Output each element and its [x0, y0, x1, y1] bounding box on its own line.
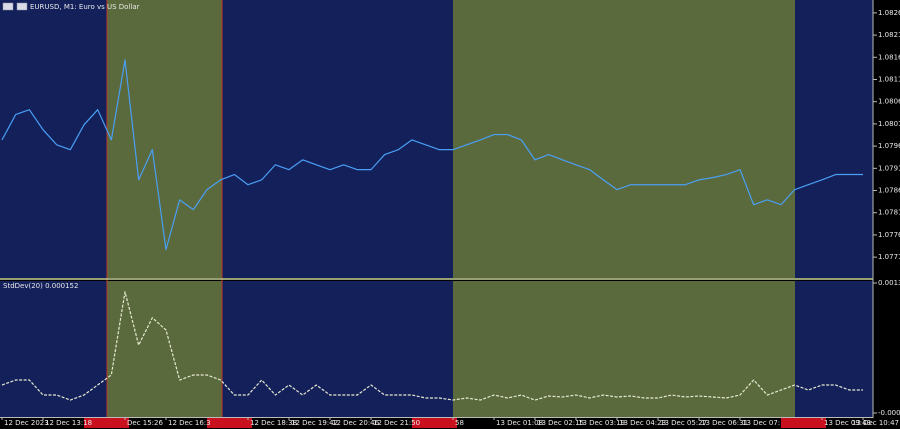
x-tick-label: 12 Dec 20:46 — [332, 419, 380, 427]
x-tick-label: 13 Dec 05:27 — [660, 419, 707, 427]
y-tick-label: 1.08010 — [878, 120, 900, 128]
y-tick-label: 1.07760 — [878, 231, 900, 239]
x-tick-label: 13 Dec 02:15 — [537, 419, 584, 427]
y-tick-label: 1.08110 — [878, 75, 900, 83]
y-tick-label: 1.07860 — [878, 187, 900, 195]
timeframe-icon — [16, 2, 28, 11]
y-tick-label: 1.07710 — [878, 253, 900, 261]
y-tick-label: -0.000115 — [878, 409, 900, 417]
y-tick-label: 1.07910 — [878, 164, 900, 172]
session-highlight — [107, 0, 222, 278]
data-line — [1, 291, 863, 401]
session-highlight — [453, 281, 795, 417]
y-tick-label: 0.001339 — [878, 279, 900, 287]
x-tick-label: 13 Dec 09:43 — [824, 419, 871, 427]
y-tick-label: 1.08060 — [878, 98, 900, 106]
time-highlight-box — [84, 418, 129, 428]
y-tick-label: 1.08160 — [878, 53, 900, 61]
y-tick-label: 1.08210 — [878, 31, 900, 39]
time-highlight-box — [781, 418, 826, 428]
y-tick-label: 1.07960 — [878, 142, 900, 150]
x-tick-label: 58 — [455, 419, 464, 427]
x-tick-label: 13 Dec 07: — [742, 419, 780, 427]
y-tick-label: 1.08260 — [878, 9, 900, 17]
data-line — [1, 59, 863, 251]
x-tick-label: 13 Dec 03:19 — [578, 419, 625, 427]
x-tick-label: 12 Dec 13:18 — [45, 419, 92, 427]
symbol-icon — [2, 2, 14, 11]
time-highlight-box — [207, 418, 252, 428]
session-highlight — [107, 281, 222, 417]
y-tick-label: 1.07810 — [878, 209, 900, 217]
time-highlights — [84, 418, 826, 428]
x-tick-label: 12 Dec 2023 — [4, 419, 49, 427]
x-tick-label: Dec 15:26 — [127, 419, 163, 427]
session-highlight — [453, 0, 795, 278]
time-highlight-box — [412, 418, 457, 428]
indicator-title: StdDev(20) 0.000152 — [3, 282, 78, 290]
x-tick-label: 12 Dec 19:42 — [291, 419, 338, 427]
x-tick-label: 13 Dec 01:08 — [496, 419, 543, 427]
x-tick-label: 13 Dec 04:23 — [619, 419, 666, 427]
x-tick-label: 13 Dec 06:31 — [701, 419, 748, 427]
x-tick-label: 13 Dec 10:47 — [852, 419, 899, 427]
x-tick-label: 12 Dec 21:50 — [373, 419, 420, 427]
x-tick-label: 12 Dec 18:38 — [250, 419, 297, 427]
x-tick-label: 12 Dec 16:3 — [168, 419, 211, 427]
chart-title: EURUSD, M1: Euro vs US Dollar — [30, 3, 140, 11]
